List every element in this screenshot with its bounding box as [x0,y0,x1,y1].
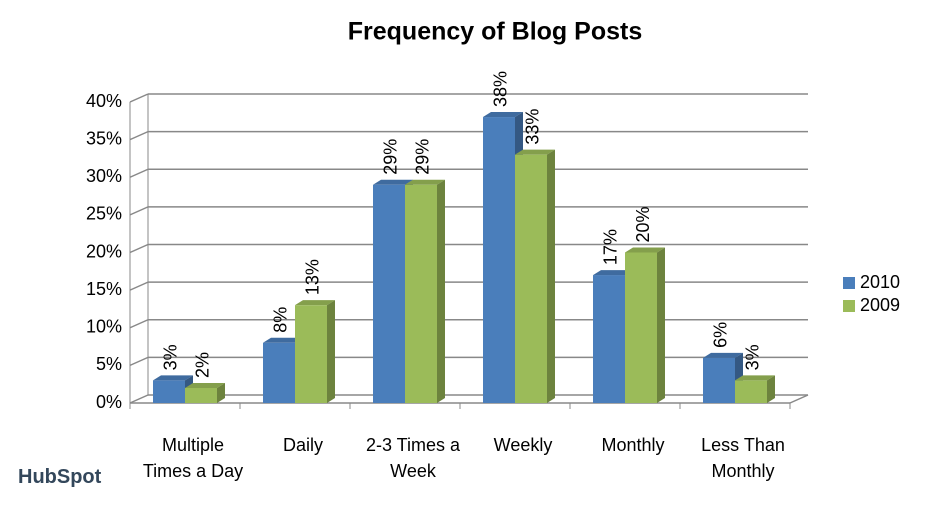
legend-swatch [843,277,855,289]
bar [185,387,217,403]
y-tick-label: 25% [86,204,122,224]
bar-top [735,375,775,381]
grid-line-side [129,93,149,103]
data-label: 6% [711,322,731,348]
bar-top [515,149,555,155]
data-label: 3% [161,344,181,370]
grid-line-side [129,319,149,329]
bar-top [703,352,743,358]
bar-top [295,300,335,306]
y-tick-label: 35% [86,128,122,148]
bar-top [373,179,413,185]
y-tick-label: 20% [86,241,122,261]
bar [373,184,405,403]
bar [153,380,185,403]
bar-top [625,247,665,253]
legend-label: 2010 [860,272,900,292]
bar-top [263,337,303,343]
bar-top [153,375,193,381]
bar-side [657,247,665,403]
bar-top [593,270,633,276]
grid-line-side [129,356,149,367]
x-tick-label: 2-3 Times a Week [365,435,461,481]
data-label: 20% [633,206,653,242]
x-tick-label: Less Than Monthly [701,435,785,481]
floor-right [789,394,809,404]
data-label: 13% [303,259,323,295]
grid-line-side [129,243,149,254]
bar-top [405,179,445,185]
bar [735,380,767,403]
y-tick-label: 40% [86,91,122,111]
bar [593,275,625,403]
legend-label: 2009 [860,295,900,315]
data-label: 2% [193,352,213,378]
bar [703,357,735,403]
bar-top [185,382,225,388]
bar-side [767,375,775,403]
bar [405,184,437,403]
data-label: 33% [523,109,543,145]
x-tick-label: Multiple Times a Day [142,435,244,481]
data-label: 3% [743,344,763,370]
grid-line-side [129,394,149,404]
grid-line-side [129,130,149,141]
bar-top [483,112,523,118]
y-tick-label: 10% [86,317,122,337]
y-tick-label: 15% [86,279,122,299]
bar-side [547,149,555,403]
y-tick-label: 5% [96,354,122,374]
data-label: 17% [601,229,621,265]
data-label: 29% [381,139,401,175]
data-label: 38% [491,71,511,107]
logo: HubSpot [18,466,102,488]
bar [263,342,295,403]
y-tick-label: 30% [86,166,122,186]
grid-line-side [129,206,149,216]
grid-line-side [129,168,149,178]
bar-side [327,300,335,403]
bar-side [217,382,225,403]
chart-title: Frequency of Blog Posts [348,18,642,46]
bar-side [437,179,445,403]
grid-line-side [129,281,149,291]
bar [625,252,657,403]
bar [295,305,327,403]
data-label: 29% [413,139,433,175]
legend-swatch [843,300,855,312]
y-tick-label: 0% [96,392,122,412]
x-tick-label: Weekly [493,435,553,455]
x-tick-label: Daily [282,435,323,455]
bar [515,154,547,403]
data-label: 8% [271,307,291,333]
bar [483,117,515,404]
x-tick-label: Monthly [601,435,665,455]
